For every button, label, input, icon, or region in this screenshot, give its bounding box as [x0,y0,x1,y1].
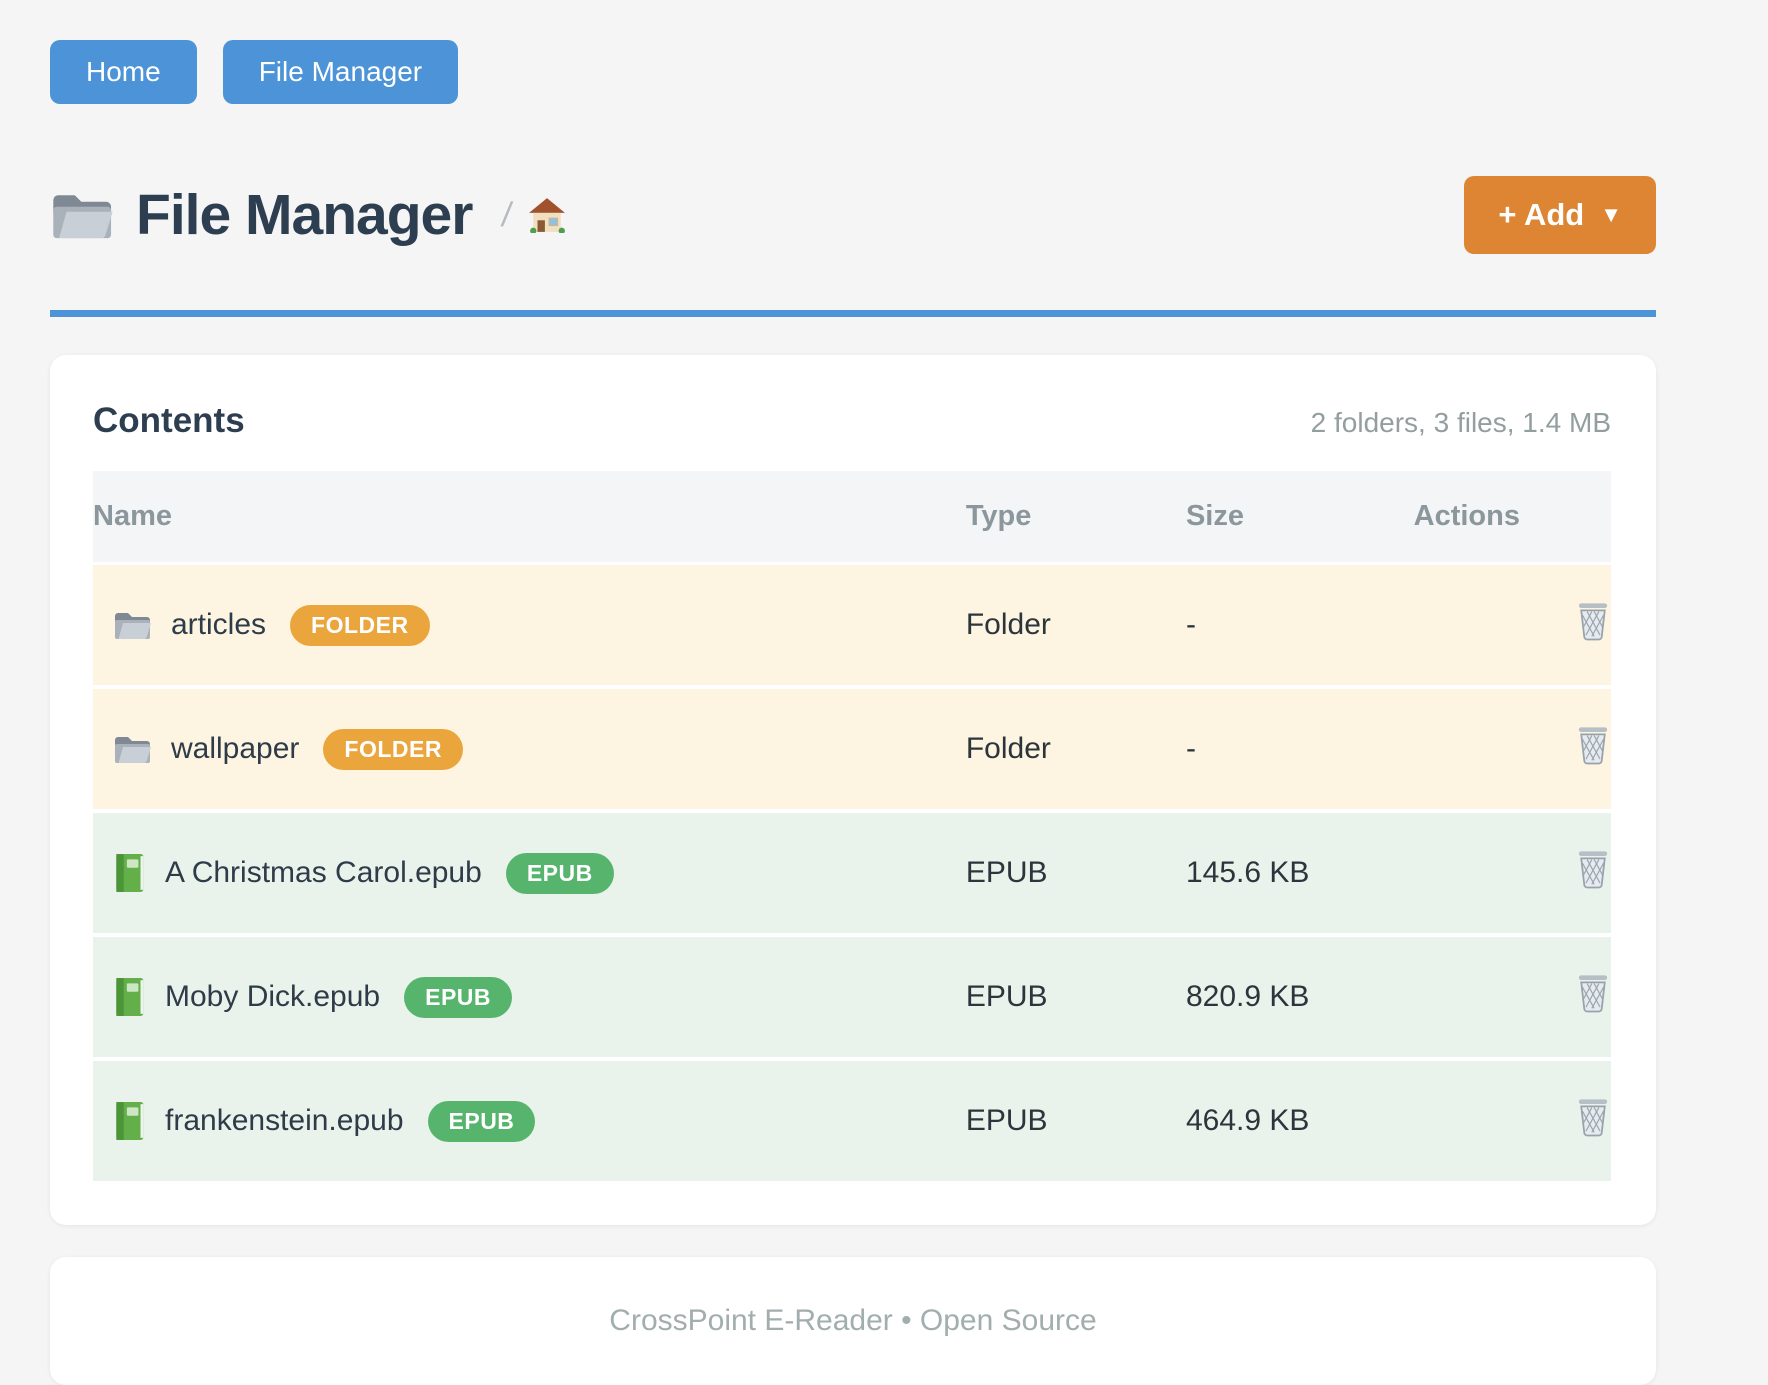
home-icon[interactable] [528,197,566,233]
type-cell: EPUB [965,1059,1186,1185]
column-header-name: Name [93,471,966,565]
folder-icon [115,737,151,764]
type-cell: Folder [965,563,1186,689]
file-name: wallpaper [171,732,300,765]
column-header-actions: Actions [1413,471,1611,565]
size-cell: - [1185,563,1414,689]
delete-button[interactable] [1575,1097,1611,1137]
breadcrumb-separator: / [499,195,515,234]
chevron-down-icon: ▼ [1600,202,1622,227]
size-cell: 145.6 KB [1185,811,1414,937]
book-icon [116,1102,144,1140]
file-table: Name Type Size Actions articles FOLDER F… [93,471,1611,1185]
delete-button[interactable] [1575,601,1611,641]
size-cell: 464.9 KB [1185,1059,1414,1185]
divider [50,310,1656,317]
file-badge: EPUB [404,976,513,1018]
contents-card-header: Contents 2 folders, 3 files, 1.4 MB [93,401,1611,441]
home-button[interactable]: Home [50,40,197,104]
table-row[interactable]: frankenstein.epub EPUB EPUB 464.9 KB [93,1059,1611,1185]
trash-icon [1577,602,1609,641]
page-title: File Manager [136,183,473,247]
file-table-body: articles FOLDER Folder - wallpaper FOLDE… [93,563,1611,1185]
file-manager-button[interactable]: File Manager [222,40,459,104]
column-header-type: Type [965,471,1186,565]
breadcrumb: / [499,195,566,235]
trash-icon [1577,1098,1609,1137]
type-cell: EPUB [965,935,1186,1061]
file-name: frankenstein.epub [165,1104,404,1137]
add-button-label: + Add [1498,197,1585,232]
book-icon [116,854,144,892]
name-cell: articles FOLDER [93,604,966,646]
file-name: A Christmas Carol.epub [165,856,482,889]
top-nav: Home File Manager [50,0,1656,104]
name-cell: A Christmas Carol.epub EPUB [93,852,966,894]
contents-card: Contents 2 folders, 3 files, 1.4 MB Name… [50,355,1656,1225]
trash-icon [1577,850,1609,889]
type-cell: EPUB [965,811,1186,937]
name-cell: Moby Dick.epub EPUB [93,976,966,1018]
delete-button[interactable] [1575,973,1611,1013]
contents-title: Contents [93,401,245,440]
title-group: File Manager / [50,182,1464,248]
file-badge: FOLDER [290,604,430,646]
file-name: Moby Dick.epub [165,980,381,1013]
name-cell: frankenstein.epub EPUB [93,1100,966,1142]
size-cell: - [1185,687,1414,813]
table-row[interactable]: wallpaper FOLDER Folder - [93,687,1611,813]
add-button[interactable]: + Add ▼ [1464,176,1656,254]
folder-icon [115,613,151,640]
trash-icon [1577,974,1609,1013]
page-header: File Manager / + Add ▼ [50,176,1656,254]
trash-icon [1577,726,1609,765]
file-badge: EPUB [427,1100,536,1142]
type-cell: Folder [965,687,1186,813]
contents-summary: 2 folders, 3 files, 1.4 MB [1310,407,1611,438]
delete-button[interactable] [1575,725,1611,765]
file-name: articles [171,608,267,641]
footer: CrossPoint E-Reader • Open Source [50,1257,1656,1385]
file-badge: FOLDER [323,728,463,770]
footer-text: CrossPoint E-Reader • Open Source [609,1304,1097,1337]
file-table-head: Name Type Size Actions [93,471,1611,565]
delete-button[interactable] [1575,849,1611,889]
table-row[interactable]: A Christmas Carol.epub EPUB EPUB 145.6 K… [93,811,1611,937]
name-cell: wallpaper FOLDER [93,728,966,770]
book-icon [116,978,144,1016]
column-header-size: Size [1185,471,1414,565]
size-cell: 820.9 KB [1185,935,1414,1061]
table-row[interactable]: articles FOLDER Folder - [93,563,1611,689]
folder-icon [53,195,113,239]
file-badge: EPUB [505,852,614,894]
page: Home File Manager File Manager / + Add ▼… [50,0,1656,1385]
table-row[interactable]: Moby Dick.epub EPUB EPUB 820.9 KB [93,935,1611,1061]
